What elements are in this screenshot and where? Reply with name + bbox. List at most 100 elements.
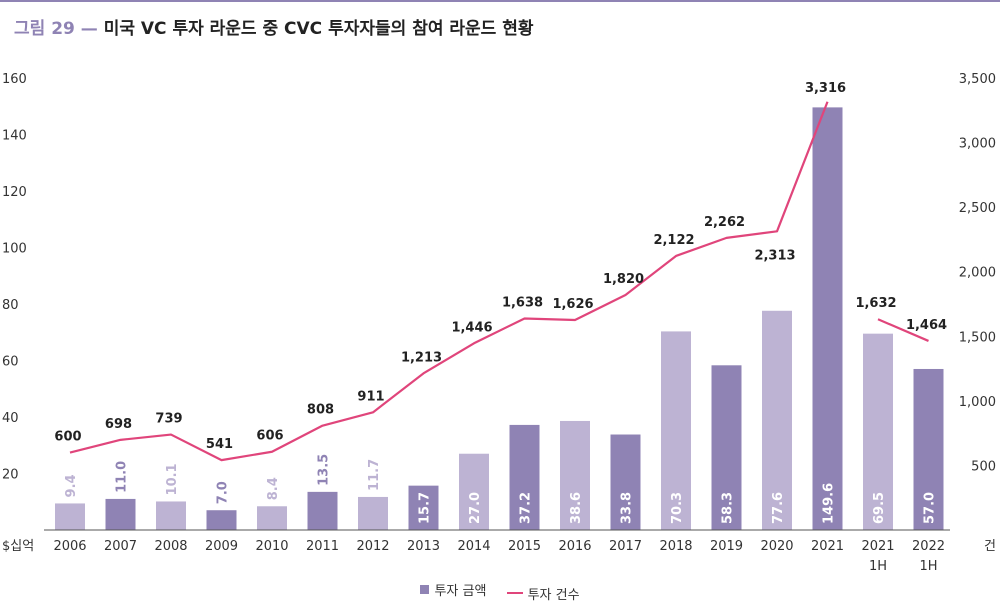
bar-value-label: 27.0 <box>468 492 483 524</box>
right-axis-tick-label: 1,500 <box>959 330 996 345</box>
x-axis-tick-label: 2020 <box>760 539 793 554</box>
line-value-label: 2,313 <box>754 248 795 263</box>
x-axis-tick-label: 1H <box>869 559 887 574</box>
bar-3 <box>206 510 237 530</box>
right-axis-tick-label: 2,500 <box>959 201 996 216</box>
line-value-label: 2,262 <box>704 215 745 230</box>
bar-value-label: 11.0 <box>115 461 130 493</box>
line-value-label: 698 <box>105 417 132 432</box>
bar-value-label: 149.6 <box>822 483 837 524</box>
bar-value-label: 15.7 <box>418 492 433 524</box>
bar-2 <box>156 501 186 530</box>
bar-value-label: 9.4 <box>64 474 79 497</box>
x-axis-tick-label: 2010 <box>255 539 288 554</box>
line-value-label: 911 <box>357 389 384 404</box>
chart-svg: 20 40 60 80 100 120 140 160 500 1,000 1,500 2,000 2,… <box>2 72 996 574</box>
x-axis-tick-label: 2016 <box>558 539 591 554</box>
bar-6 <box>358 496 388 530</box>
line-value-label: 1,820 <box>603 272 644 287</box>
line-value-label: 1,626 <box>552 297 593 312</box>
bar-9 <box>509 424 540 530</box>
line-value-label: 1,464 <box>906 318 947 333</box>
left-axis-tick-label: 140 <box>2 129 27 144</box>
x-axis-tick-label: 2014 <box>457 539 490 554</box>
bar-value-label: 11.7 <box>367 459 382 491</box>
right-axis-tick-label: 1,000 <box>959 395 996 410</box>
line-value-label: 1,638 <box>502 295 543 310</box>
x-axis-tick-label: 2006 <box>53 539 86 554</box>
line-value-label: 3,316 <box>805 81 846 96</box>
bar-value-label: 37.2 <box>519 492 534 524</box>
right-axis-tick-label: 500 <box>971 459 996 474</box>
bar-value-label: 70.3 <box>670 492 685 524</box>
bar-7 <box>408 485 439 530</box>
bar-17 <box>913 368 944 530</box>
line-value-label: 606 <box>256 429 283 444</box>
left-axis-tick-label: 40 <box>2 411 19 426</box>
legend-line-swatch <box>506 592 523 594</box>
legend: 투자 금액 투자 건수 <box>0 580 1000 603</box>
line-value-label: 1,213 <box>401 350 442 365</box>
left-axis-tick-label: 120 <box>2 185 27 200</box>
legend-item-line: 투자 건수 <box>506 584 580 603</box>
right-axis-unit: 건 <box>984 539 996 554</box>
count-line-segment-1 <box>877 318 929 342</box>
title-text: 미국 VC 투자 라운드 중 CVC 투자자들의 참여 라운드 현황 <box>103 19 534 39</box>
x-axis-tick-label: 2015 <box>508 539 541 554</box>
right-axis-tick-label: 3,500 <box>959 72 996 87</box>
bar-0 <box>55 503 85 530</box>
left-axis-tick-label: 60 <box>2 355 19 370</box>
bar-value-label: 57.0 <box>923 492 938 524</box>
line-value-label: 1,446 <box>451 320 492 335</box>
bar-value-label: 13.5 <box>317 454 332 486</box>
x-axis-tick-label: 2009 <box>205 539 238 554</box>
x-axis-tick-label: 2021 <box>861 539 894 554</box>
legend-bar-swatch <box>420 585 430 594</box>
line-value-label: 600 <box>54 430 81 445</box>
x-axis-tick-label: 2017 <box>609 539 642 554</box>
bar-value-label: 8.4 <box>266 477 281 500</box>
line-value-label: 739 <box>155 412 182 427</box>
bar-13 <box>711 365 742 530</box>
bar-14 <box>762 310 792 530</box>
left-axis-tick-label: 160 <box>2 72 27 87</box>
x-axis-tick-label: 2022 <box>912 539 945 554</box>
bar-12 <box>661 331 691 530</box>
line-value-label: 1,632 <box>855 296 896 311</box>
bar-value-label: 58.3 <box>721 492 736 524</box>
left-axis-unit: $십억 <box>2 539 34 554</box>
bar-11 <box>610 434 641 530</box>
bar-5 <box>307 491 338 530</box>
x-axis-tick-label: 2012 <box>356 539 389 554</box>
count-line-segment-0 <box>69 101 829 462</box>
line-value-label: 808 <box>307 403 334 418</box>
right-axis-tick-label: 2,000 <box>959 266 996 281</box>
figure-title: 그림 29 — 미국 VC 투자 라운드 중 CVC 투자자들의 참여 라운드 … <box>14 14 534 39</box>
bar-value-label: 33.8 <box>620 492 635 524</box>
title-dash: — <box>80 19 98 39</box>
bar-4 <box>257 506 287 530</box>
x-axis-tick-label: 2013 <box>407 539 440 554</box>
legend-bar-label: 투자 금액 <box>434 584 487 599</box>
top-rule <box>0 0 1000 2</box>
bar-value-label: 77.6 <box>771 492 786 524</box>
bar-16 <box>863 333 893 530</box>
left-axis-tick-label: 20 <box>2 468 19 483</box>
x-axis-tick-label: 2019 <box>710 539 743 554</box>
bar-10 <box>560 420 590 530</box>
bar-value-label: 10.1 <box>165 463 180 495</box>
legend-line-label: 투자 건수 <box>527 587 580 603</box>
bar-value-label: 69.5 <box>872 492 887 524</box>
line-value-label: 541 <box>206 437 233 452</box>
x-axis-tick-label: 2018 <box>659 539 692 554</box>
bar-1 <box>105 498 136 530</box>
left-axis-tick-label: 100 <box>2 242 27 257</box>
bar-15 <box>812 107 843 530</box>
figure-number: 그림 29 <box>14 19 75 39</box>
line-value-label: 2,122 <box>653 233 694 248</box>
x-axis-tick-label: 2011 <box>306 539 339 554</box>
x-axis-tick-label: 2008 <box>154 539 187 554</box>
left-axis-tick-label: 80 <box>2 298 19 313</box>
right-axis-tick-label: 3,000 <box>959 137 996 152</box>
legend-item-bar: 투자 금액 <box>420 580 486 599</box>
